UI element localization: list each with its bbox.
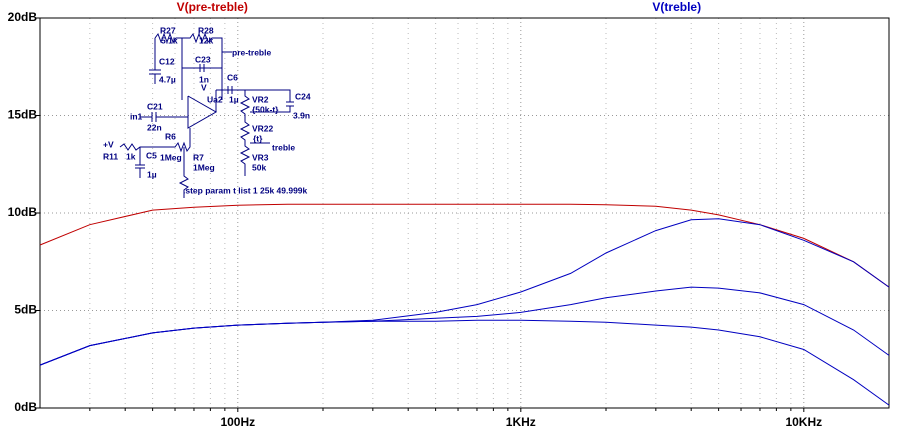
series-line	[39, 286, 890, 366]
label: R11	[103, 151, 118, 161]
x-tick-label: 10KHz	[785, 415, 822, 429]
label: C6	[227, 72, 238, 82]
schematic: R27 R28 5.1k 12k pre-treble C12 C23 4.7µ…	[103, 25, 311, 198]
series-line	[39, 203, 890, 288]
label: .step param t list 1 25k 49.999k	[183, 185, 308, 195]
y-tick-label: 10dB	[8, 205, 38, 219]
wire	[140, 112, 188, 122]
label: 1µ	[147, 169, 157, 179]
label: treble	[272, 142, 295, 152]
label: R28	[198, 25, 214, 35]
label: 50k	[252, 162, 266, 172]
opamp	[187, 95, 218, 129]
x-tick-label: 1KHz	[506, 415, 536, 429]
series-line	[39, 319, 890, 406]
label: Ua2	[207, 94, 223, 104]
label: {t}	[253, 133, 263, 143]
label: pre-treble	[232, 47, 271, 57]
y-tick-label: 20dB	[8, 10, 38, 24]
wire	[245, 89, 294, 113]
label: VR2	[252, 94, 269, 104]
label: 1n	[199, 74, 209, 84]
legend-entry: V(treble)	[652, 0, 701, 14]
label: VR3	[252, 152, 269, 162]
label: C23	[195, 54, 211, 64]
label: C12	[159, 56, 175, 66]
label: R7	[193, 152, 204, 162]
potentiometer	[239, 90, 251, 176]
label: in1	[130, 111, 143, 121]
legend-entry: V(pre-treble)	[177, 0, 248, 14]
wire	[154, 32, 223, 100]
y-tick-label: 5dB	[14, 303, 37, 317]
label: 1Meg	[193, 162, 215, 172]
y-tick-label: 15dB	[8, 108, 38, 122]
series-line	[39, 218, 890, 366]
wire	[119, 128, 191, 198]
label: 3.9n	[293, 110, 310, 120]
label: +V	[103, 139, 114, 149]
label: VR22	[252, 123, 274, 133]
label: C21	[147, 101, 163, 111]
label: R27	[160, 25, 176, 35]
label: 22n	[147, 122, 162, 132]
label: 1k	[126, 151, 136, 161]
label: 1Meg	[160, 152, 182, 162]
label: C24	[295, 91, 311, 101]
label: 4.7µ	[159, 74, 176, 84]
label: 1µ	[229, 94, 239, 104]
label: 5.1k	[161, 35, 178, 45]
y-tick-label: 0dB	[14, 400, 37, 414]
label: R6	[165, 131, 176, 141]
label: {50k-t}	[252, 104, 279, 114]
label: V	[201, 82, 207, 92]
label: 12k	[199, 35, 213, 45]
x-tick-label: 100Hz	[220, 415, 255, 429]
label: C5	[146, 150, 157, 160]
